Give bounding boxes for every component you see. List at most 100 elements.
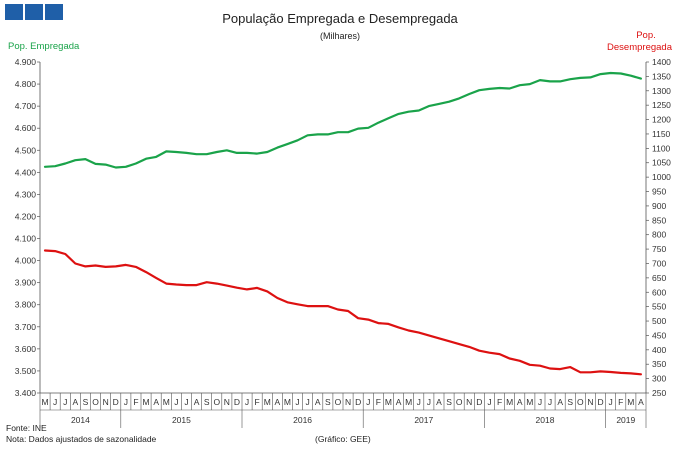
right-tick-label: 500 [652,316,666,326]
month-label: J [306,397,310,407]
month-label: A [315,397,321,407]
month-label: J [487,397,491,407]
month-label: S [204,397,210,407]
right-axis-label-line1: Pop. [636,30,656,41]
month-label: M [405,397,412,407]
month-label: J [366,397,370,407]
month-label: J [538,397,542,407]
month-label: M [526,397,533,407]
left-tick-label: 4.100 [15,234,37,244]
left-tick-label: 4.600 [15,123,37,133]
series-layer [43,71,643,376]
logo-square-icon [5,4,23,20]
axes [39,62,647,394]
chart-subtitle: (Milhares) [320,31,360,41]
left-tick-label: 4.400 [15,167,37,177]
month-label: J [548,397,552,407]
month-label: N [103,397,109,407]
month-label: N [587,397,593,407]
credit-note: (Gráfico: GEE) [315,434,371,444]
month-label: J [417,397,421,407]
month-label: O [577,397,584,407]
month-label: S [83,397,89,407]
right-axis-ticks: 250 300 350 400 450 500 550 600 650 700 750 800 850 9… [646,57,671,398]
right-tick-label: 300 [652,374,666,384]
month-label: N [224,397,230,407]
series-line-desempregada [43,249,643,376]
year-label: 2018 [536,415,555,425]
right-tick-label: 650 [652,273,666,283]
month-label: A [557,397,563,407]
month-label: J [609,397,613,407]
left-tick-label: 4.500 [15,145,37,155]
month-label: A [436,397,442,407]
month-label: J [124,397,128,407]
month-label: S [325,397,331,407]
year-label: 2014 [71,415,90,425]
year-label: 2017 [414,415,433,425]
left-tick-label: 4.200 [15,211,37,221]
month-label: F [376,397,381,407]
left-axis-ticks: 3.400 3.500 3.600 3.700 3.800 3.900 4.000 4.100… [15,57,40,398]
month-label: F [618,397,623,407]
right-tick-label: 750 [652,244,666,254]
month-label: J [295,397,299,407]
month-label: M [264,397,271,407]
right-tick-label: 900 [652,201,666,211]
right-tick-label: 600 [652,287,666,297]
right-tick-label: 800 [652,230,666,240]
month-label: A [153,397,159,407]
month-label: S [567,397,573,407]
right-tick-label: 950 [652,187,666,197]
logo-square-icon [45,4,63,20]
month-label: S [446,397,452,407]
month-label: M [506,397,513,407]
month-label: F [497,397,502,407]
right-tick-label: 550 [652,302,666,312]
month-label: M [385,397,392,407]
month-label: N [466,397,472,407]
month-label: M [42,397,49,407]
month-label: A [396,397,402,407]
left-axis-label: Pop. Empregada [8,41,80,52]
month-label: D [476,397,482,407]
left-tick-label: 3.400 [15,388,37,398]
adjust-note: Nota: Dados ajustados de sazonalidade [6,434,157,444]
right-tick-label: 450 [652,330,666,340]
left-tick-label: 4.800 [15,79,37,89]
right-tick-label: 1050 [652,158,671,168]
series-line-empregada [43,71,643,169]
month-label: J [53,397,57,407]
source-note: Fonte: INE [6,423,47,433]
right-tick-label: 1000 [652,172,671,182]
month-label: J [245,397,249,407]
month-label: J [427,397,431,407]
month-label: M [627,397,634,407]
left-tick-label: 4.700 [15,101,37,111]
month-label: D [597,397,603,407]
right-tick-label: 350 [652,359,666,369]
logo-square-icon [25,4,43,20]
month-label: M [284,397,291,407]
left-tick-label: 3.500 [15,366,37,376]
month-label: M [143,397,150,407]
right-tick-label: 1250 [652,100,671,110]
month-label: A [194,397,200,407]
right-tick-label: 700 [652,258,666,268]
right-tick-label: 1200 [652,115,671,125]
left-tick-label: 4.000 [15,256,37,266]
month-label: M [163,397,170,407]
month-label: D [355,397,361,407]
chart-title: População Empregada e Desempregada [222,11,458,26]
right-tick-label: 1300 [652,86,671,96]
month-label: J [184,397,188,407]
month-label: O [335,397,342,407]
month-label: O [456,397,463,407]
right-tick-label: 1400 [652,57,671,67]
month-label: A [517,397,523,407]
left-tick-label: 3.600 [15,344,37,354]
right-tick-label: 850 [652,215,666,225]
month-label: O [92,397,99,407]
month-label: D [113,397,119,407]
